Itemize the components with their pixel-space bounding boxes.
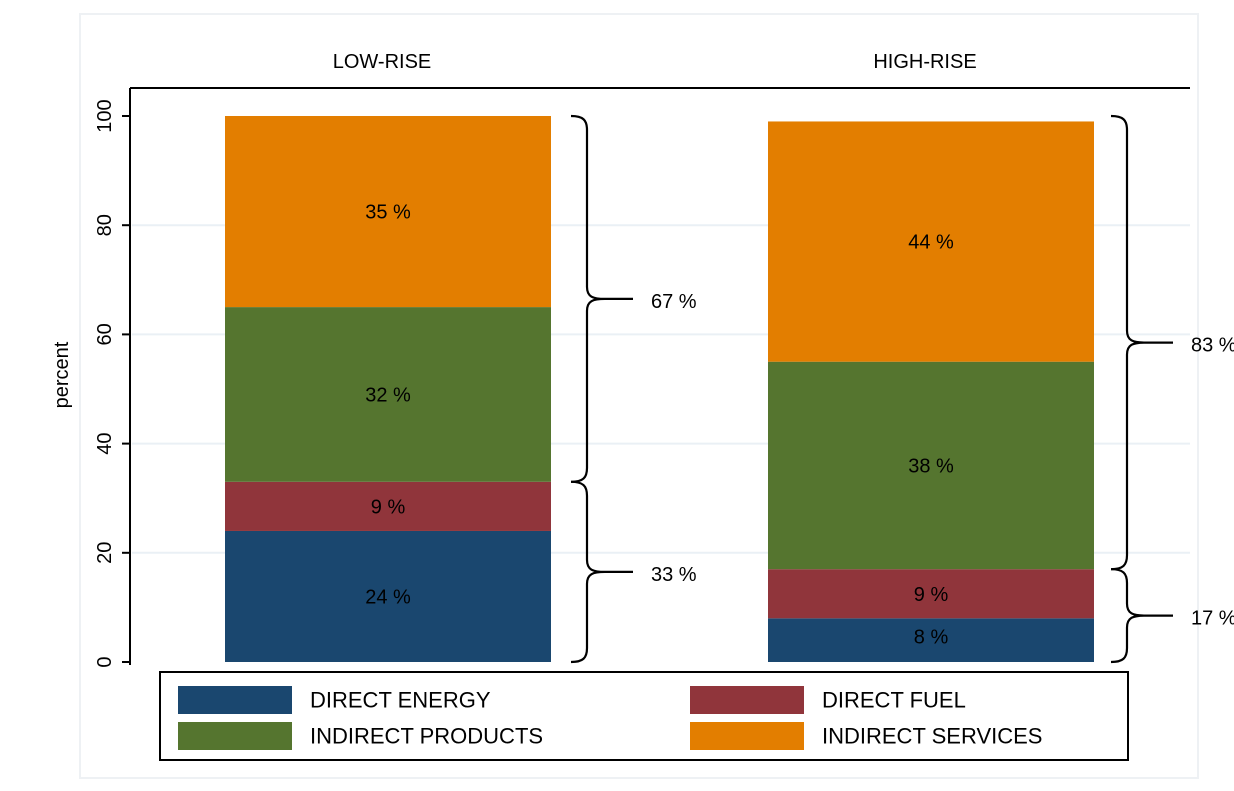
segment-label: 24 % bbox=[365, 586, 411, 608]
bracket-label: 83 % bbox=[1191, 335, 1234, 357]
segment-label: 9 % bbox=[371, 496, 406, 518]
y-tick-label: 60 bbox=[94, 323, 116, 345]
y-tick-label: 80 bbox=[94, 214, 116, 236]
legend-swatch bbox=[178, 686, 292, 714]
bar-segment bbox=[225, 307, 551, 482]
curly-bracket bbox=[570, 480, 606, 664]
segment-label: 38 % bbox=[908, 455, 954, 477]
legend-label: DIRECT ENERGY bbox=[310, 688, 491, 713]
legend-box bbox=[159, 671, 1129, 761]
category-titles: LOW-RISE HIGH-RISE bbox=[333, 51, 977, 73]
bars bbox=[225, 116, 1094, 662]
bar-segment bbox=[225, 481, 551, 531]
bar-segment bbox=[225, 116, 551, 308]
category-title: LOW-RISE bbox=[333, 51, 432, 73]
y-axis: 0 20 40 60 80 100 bbox=[94, 99, 130, 668]
segment-label: 35 % bbox=[365, 202, 411, 224]
segment-labels: 24 % 9 % 32 % 35 % 8 % 9 % 38 % 44 % bbox=[365, 202, 954, 649]
bracket-label: 33 % bbox=[651, 564, 697, 586]
y-tick-label: 40 bbox=[94, 432, 116, 454]
bar-segment bbox=[768, 618, 1094, 662]
curly-bracket bbox=[1110, 568, 1146, 664]
category-title: HIGH-RISE bbox=[873, 51, 976, 73]
bar-segment bbox=[768, 121, 1094, 362]
bar-segment bbox=[768, 361, 1094, 570]
curly-bracket bbox=[570, 114, 606, 483]
legend-label: DIRECT FUEL bbox=[822, 688, 966, 713]
curly-bracket bbox=[1110, 114, 1146, 571]
bracket-label: 17 % bbox=[1191, 608, 1234, 630]
legend-swatch bbox=[690, 722, 804, 750]
bracket-label: 67 % bbox=[651, 291, 697, 313]
segment-label: 44 % bbox=[908, 232, 954, 254]
segment-label: 8 % bbox=[914, 626, 949, 648]
bar-segment bbox=[768, 569, 1094, 619]
y-tick-label: 100 bbox=[94, 99, 116, 132]
legend: DIRECT ENERGY DIRECT FUEL INDIRECT PRODUCT… bbox=[159, 671, 1129, 761]
legend-swatch bbox=[178, 722, 292, 750]
legend-swatch bbox=[690, 686, 804, 714]
y-tick-label: 20 bbox=[94, 542, 116, 564]
legend-label: INDIRECT PRODUCTS bbox=[310, 724, 543, 749]
y-tick-label: 0 bbox=[94, 656, 116, 667]
y-axis-label: percent bbox=[51, 341, 73, 408]
figure-frame bbox=[79, 13, 1199, 779]
brackets: 33 % 67 % 17 % 83 % bbox=[570, 114, 1234, 664]
segment-label: 32 % bbox=[365, 384, 411, 406]
bar-segment bbox=[225, 530, 551, 662]
segment-label: 9 % bbox=[914, 584, 949, 606]
legend-label: INDIRECT SERVICES bbox=[822, 724, 1042, 749]
